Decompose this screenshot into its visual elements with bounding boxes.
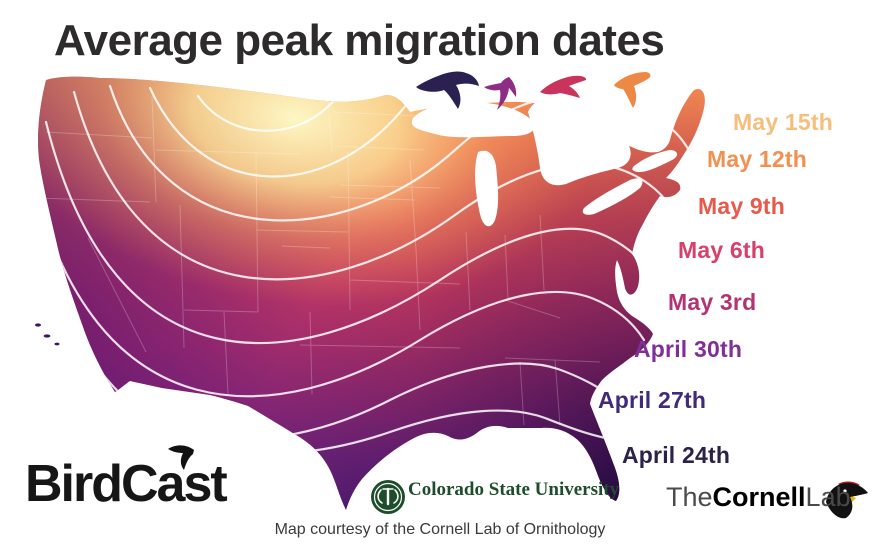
cornell-lab-bird-icon (826, 481, 868, 519)
date-label-april-30: April 30th (634, 336, 743, 362)
birdcast-bird-icon (168, 445, 194, 470)
flying-birds (416, 71, 651, 110)
cornell-logo-the: The (666, 482, 713, 512)
page-title: Average peak migration dates (54, 16, 665, 65)
cornell-logo-lab: Lab (805, 482, 851, 512)
bird-silhouette-4-icon (614, 72, 651, 108)
caption: Map courtesy of the Cornell Lab of Ornit… (274, 521, 606, 538)
date-label-may-6: May 6th (678, 237, 766, 263)
great-lakes (411, 96, 678, 227)
cornell-lab-logo: The Cornell Lab (666, 484, 851, 511)
bird-silhouette-1-icon (416, 71, 479, 109)
cornell-logo-name: Cornell (712, 482, 806, 512)
channel-islands (35, 323, 60, 346)
lake-erie (582, 178, 643, 215)
lake-michigan (475, 150, 499, 227)
csu-ram-icon (371, 480, 405, 514)
date-label-may-9: May 9th (698, 193, 786, 219)
state-borders (38, 95, 601, 426)
csu-logo-text: Colorado State University (408, 479, 620, 500)
date-label-may-3: May 3rd (668, 289, 757, 315)
bird-silhouette-2-icon (484, 77, 517, 110)
lake-huron (528, 96, 631, 186)
date-label-april-27: April 27th (598, 387, 707, 413)
date-label-april-24: April 24th (622, 442, 731, 468)
birdcast-logo: BirdCast (25, 455, 228, 513)
lake-superior (411, 101, 535, 138)
date-label-may-15: May 15th (733, 109, 834, 135)
csu-logo: Colorado State University (370, 479, 619, 501)
bird-silhouette-3-icon (540, 75, 587, 98)
lake-ontario (632, 150, 678, 172)
date-label-may-12: May 12th (707, 146, 808, 172)
